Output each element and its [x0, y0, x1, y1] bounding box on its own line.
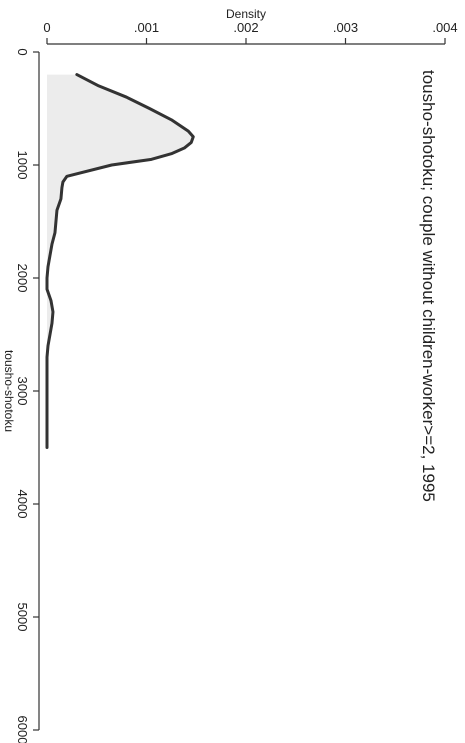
y-axis-label: Density	[226, 7, 266, 21]
plot-rotated: 0 1000 2000 3000 4000 5000 6000 0 .001 .002 .003.…	[2, 7, 458, 743]
density-line	[45, 73, 195, 449]
density-area-fill	[47, 74, 194, 448]
x-tick-label: 4000	[15, 490, 30, 519]
y-tick-label: .003	[333, 20, 358, 35]
y-tick-label: 0	[43, 20, 50, 35]
y-ticks: 0 .001 .002 .003 .004	[43, 20, 458, 44]
x-tick-label: 0	[15, 48, 30, 55]
y-tick-label: .001	[134, 20, 159, 35]
x-axis-label: tousho-shotoku	[2, 350, 16, 432]
x-tick-label: 1000	[15, 151, 30, 180]
x-tick-label: 3000	[15, 377, 30, 406]
chart-title: tousho-shotoku; couple without children-…	[419, 70, 438, 502]
x-tick-label: 5000	[15, 603, 30, 632]
x-tick-label: 6000	[15, 716, 30, 743]
y-tick-label: .004	[432, 20, 457, 35]
y-tick-label: .002	[233, 20, 258, 35]
x-ticks: 0 1000 2000 3000 4000 5000 6000	[15, 48, 39, 743]
x-tick-label: 2000	[15, 264, 30, 293]
